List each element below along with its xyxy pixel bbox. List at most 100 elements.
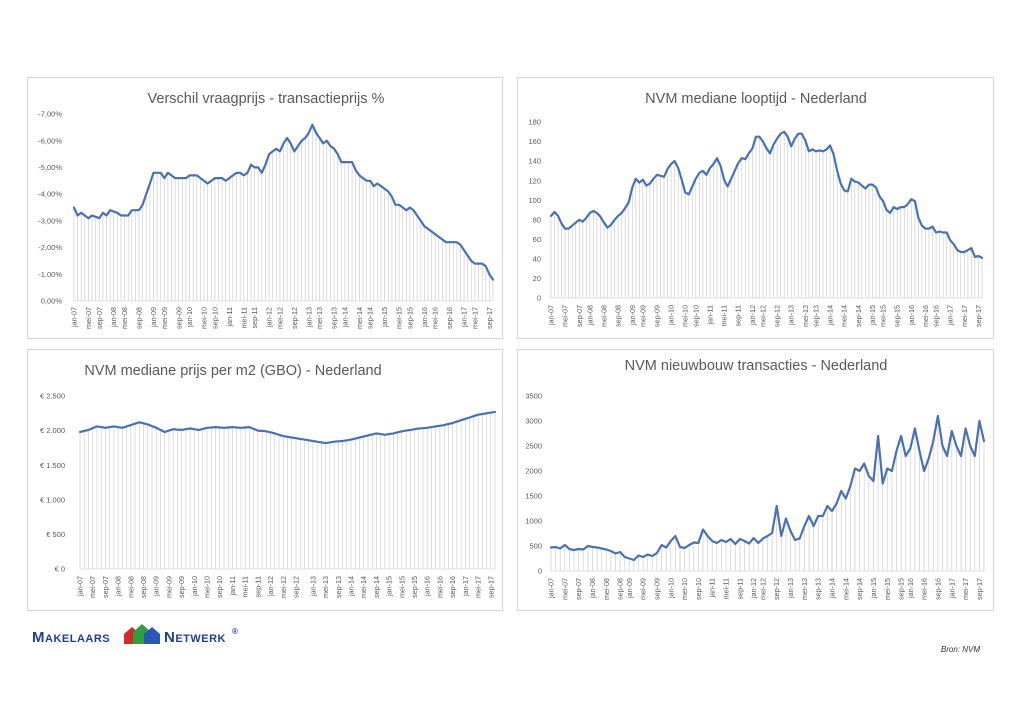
- x-tick-label: sep-08: [135, 307, 144, 329]
- x-tick-label: jan-10: [190, 576, 199, 597]
- x-tick-label: jan-10: [185, 307, 194, 328]
- x-tick-label: sep-13: [330, 307, 339, 329]
- x-tick-label: jan-08: [114, 576, 123, 597]
- y-tick-label: -6,00%: [38, 136, 62, 145]
- x-tick-label: jan-17: [460, 307, 469, 328]
- y-tick-label: € 1.500: [40, 461, 65, 470]
- chart-asking-vs-transaction-price: Verschil vraagprijs - transactieprijs % …: [38, 91, 495, 329]
- x-tick-label: jan-17: [947, 578, 956, 599]
- x-tick-label: jan-11: [706, 305, 715, 325]
- chart-title: NVM nieuwbouw transacties - Nederland: [625, 358, 888, 374]
- x-tick-label: mei-08: [126, 576, 135, 598]
- x-tick-label: sep-07: [575, 305, 584, 327]
- chart-panel-median-duration: NVM mediane looptijd - Nederland 0 20 40 60…: [517, 77, 994, 339]
- drop-lines: [79, 411, 496, 569]
- x-tick-label: mei-17: [961, 578, 970, 600]
- x-tick-label: sep-12: [290, 307, 299, 329]
- x-tick-label: jan-17: [461, 576, 470, 597]
- x-tick-label: jan-15: [380, 307, 389, 328]
- x-tick-label: jan-16: [907, 305, 916, 326]
- x-tick-label: sep-16: [445, 307, 454, 329]
- chart-panel-median-price-m2: NVM mediane prijs per m2 (GBO) - Nederla…: [27, 349, 503, 611]
- y-tick-label: 40: [533, 255, 541, 264]
- x-tick-label: mei-14: [840, 305, 849, 327]
- x-tick-label: mei-16: [431, 307, 440, 329]
- chart-median-price-per-m2: NVM mediane prijs per m2 (GBO) - Nederla…: [40, 363, 497, 598]
- x-tick-label: jan-12: [748, 305, 757, 326]
- x-tick-label: sep-08: [139, 576, 148, 598]
- x-tick-label: jan-09: [625, 578, 634, 599]
- x-tick-label: mei-12: [759, 305, 768, 327]
- y-tick-label: € 2.500: [40, 392, 65, 401]
- x-tick-label: jan-15: [868, 305, 877, 326]
- logo-houses-icon: [124, 624, 160, 644]
- y-tick-label: 3000: [525, 417, 542, 426]
- x-tick-label: jan-10: [667, 305, 676, 326]
- x-tick-label: mei-12: [275, 307, 284, 329]
- drop-lines: [550, 131, 983, 298]
- x-tick-label: mei-13: [315, 307, 324, 329]
- y-tick-label: -3,00%: [38, 217, 62, 226]
- x-tick-label: mei-15: [397, 576, 406, 598]
- chart-title: NVM mediane looptijd - Nederland: [645, 91, 867, 107]
- y-tick-label: 160: [528, 137, 541, 146]
- x-tick-label: jan-11: [228, 576, 237, 596]
- series-line: [549, 130, 984, 259]
- y-tick-label: € 0: [55, 565, 65, 574]
- logo-text-right: Netwerk: [164, 629, 226, 646]
- x-tick-label: jan-14: [828, 578, 837, 599]
- x-tick-label: sep-14: [854, 305, 863, 327]
- chart-new-build-transactions: NVM nieuwbouw transacties - Nederland 0 5…: [525, 358, 986, 600]
- x-tick-label: mei-12: [758, 578, 767, 600]
- x-tick-label: sep-12: [292, 576, 301, 598]
- x-tick-label: sep-11: [253, 576, 262, 597]
- logo-registered-mark: ®: [232, 627, 238, 636]
- x-tick-label: mei-11: [722, 578, 731, 599]
- x-tick-label: sep-11: [734, 305, 743, 326]
- x-tick-label: mei-17: [470, 307, 479, 329]
- source-note: Bron: NVM: [940, 645, 980, 654]
- y-tick-label: € 500: [46, 530, 65, 539]
- y-tick-label: 140: [528, 157, 541, 166]
- x-tick-label: sep-13: [812, 305, 821, 327]
- chart-panel-new-build-transactions: NVM nieuwbouw transacties - Nederland 0 5…: [517, 349, 994, 611]
- x-tick-label: sep-15: [893, 305, 902, 327]
- x-tick-label: mei-11: [239, 307, 248, 328]
- y-tick-label: € 1.000: [40, 495, 65, 504]
- x-tick-label: mei-10: [203, 576, 212, 598]
- y-tick-label: 180: [528, 118, 541, 127]
- x-tick-label: sep-09: [174, 307, 183, 329]
- x-tick-label: jan-11: [708, 578, 717, 598]
- x-tick-label: jan-09: [149, 307, 158, 328]
- x-tick-label: mei-07: [561, 305, 570, 327]
- x-tick-label: mei-16: [921, 305, 930, 327]
- x-tick-label: mei-10: [680, 578, 689, 600]
- x-tick-label: mei-14: [359, 576, 368, 598]
- y-tick-label: 0,00%: [41, 297, 63, 306]
- y-tick-label: 120: [528, 176, 541, 185]
- chart-median-duration: NVM mediane looptijd - Nederland 0 20 40 60…: [528, 91, 984, 327]
- x-tick-label: jan-08: [585, 305, 594, 326]
- y-tick-label: -5,00%: [38, 163, 62, 172]
- y-tick-label: -1,00%: [38, 270, 62, 279]
- x-tick-label: mei-07: [560, 578, 569, 600]
- y-tick-label: -7,00%: [38, 110, 62, 119]
- x-tick-label: sep-09: [652, 578, 661, 600]
- x-tick-label: sep-15: [410, 576, 419, 598]
- y-tick-label: 100: [528, 196, 541, 205]
- y-tick-label: -4,00%: [38, 190, 62, 199]
- x-tick-label: sep-10: [215, 576, 224, 598]
- y-tick-label: 2000: [525, 467, 542, 476]
- series-line: [72, 123, 495, 281]
- y-tick-label: 20: [533, 274, 541, 283]
- x-tick-label: jan-09: [628, 305, 637, 326]
- x-tick-label: mei-07: [84, 307, 93, 329]
- makelaars-netwerk-logo: Makelaars Netwerk ®: [32, 622, 292, 652]
- y-tick-label: 1500: [525, 492, 542, 501]
- x-tick-label: sep-15: [405, 307, 414, 329]
- x-tick-label: mei-12: [279, 576, 288, 598]
- x-tick-label: sep-09: [177, 576, 186, 598]
- x-tick-label: sep-16: [933, 578, 942, 600]
- x-tick-label: jan-11: [225, 307, 234, 327]
- y-tick-label: -2,00%: [38, 243, 62, 252]
